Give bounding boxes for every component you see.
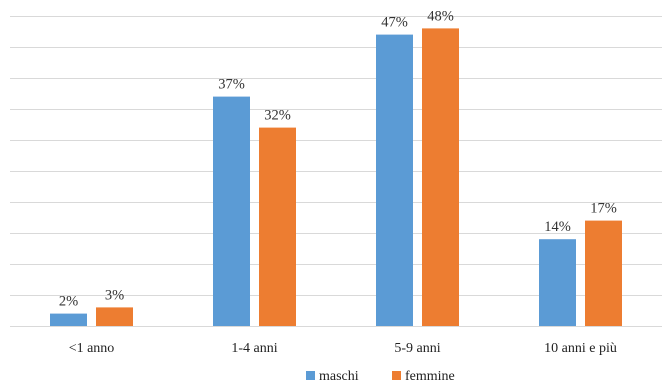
bar-femmine-2: [422, 28, 459, 327]
data-label-maschi-0: 2%: [59, 294, 78, 310]
x-tick-label: 10 anni e più: [544, 341, 617, 356]
data-label-femmine-2: 48%: [427, 8, 454, 24]
data-label-femmine-3: 17%: [590, 201, 617, 217]
data-label-maschi-3: 14%: [544, 219, 571, 235]
legend-label-maschi: maschi: [319, 369, 359, 383]
bar-femmine-0: [96, 307, 133, 326]
gridlines: [10, 16, 662, 327]
bar-femmine-3: [585, 220, 622, 326]
x-tick-label: 5-9 anni: [394, 341, 440, 356]
data-label-femmine-0: 3%: [105, 287, 124, 303]
data-label-maschi-2: 47%: [381, 15, 408, 31]
bars: [50, 28, 622, 327]
legend: maschi femmine: [306, 369, 455, 383]
x-tick-label: 1-4 anni: [231, 341, 277, 356]
legend-swatch-maschi: [306, 371, 315, 380]
data-labels: 2% 3% 37% 32% 47% 48% 14% 17%: [59, 8, 617, 309]
bar-maschi-1: [213, 96, 250, 326]
data-label-femmine-1: 32%: [264, 108, 291, 124]
bar-maschi-0: [50, 313, 87, 326]
data-label-maschi-1: 37%: [218, 77, 245, 93]
bar-maschi-3: [539, 239, 576, 326]
legend-label-femmine: femmine: [405, 369, 455, 383]
bar-femmine-1: [259, 127, 296, 326]
x-tick-labels: <1 anno 1-4 anni 5-9 anni 10 anni e più: [69, 341, 617, 356]
x-tick-label: <1 anno: [69, 341, 115, 356]
bar-maschi-2: [376, 34, 413, 326]
legend-swatch-femmine: [392, 371, 401, 380]
